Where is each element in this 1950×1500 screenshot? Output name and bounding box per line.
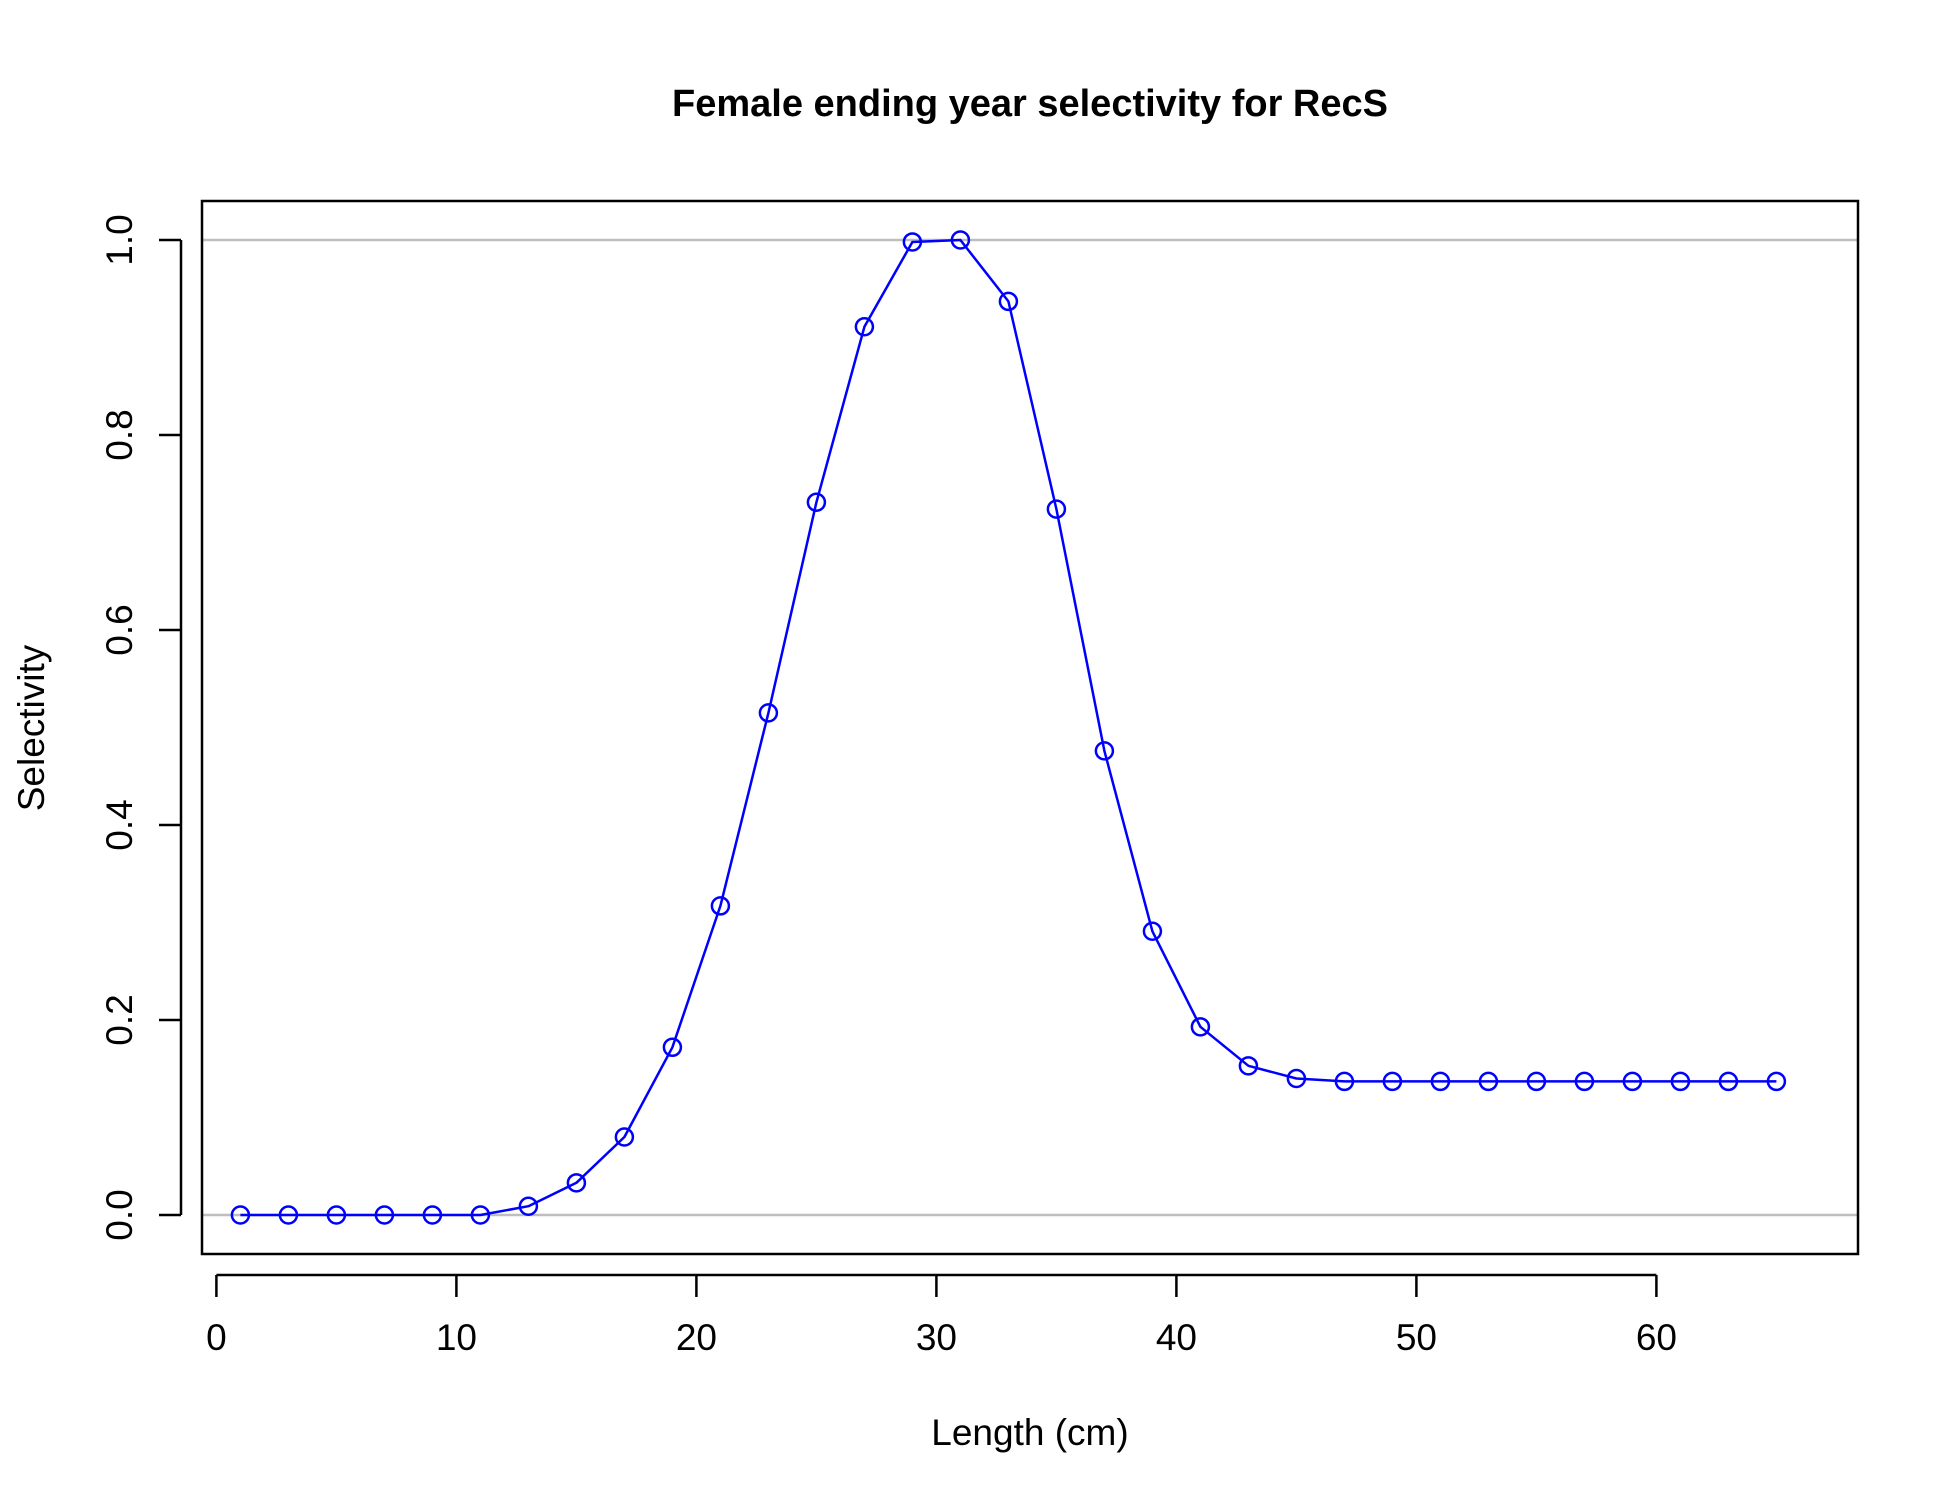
data-point — [662, 1037, 683, 1058]
y-axis-label: Selectivity — [11, 644, 52, 811]
series-line — [240, 238, 1777, 1217]
data-point — [1142, 921, 1163, 942]
data-point — [854, 317, 875, 337]
x-axis-label: Length (cm) — [931, 1412, 1128, 1453]
data-point — [230, 1205, 251, 1225]
data-point — [1238, 1056, 1259, 1076]
data-point — [566, 1173, 587, 1193]
data-point — [998, 291, 1019, 312]
data-point — [1334, 1071, 1355, 1092]
data-point — [1094, 741, 1115, 761]
y-tick-label: 0.8 — [99, 409, 140, 460]
data-point — [1286, 1068, 1307, 1089]
data-point — [422, 1205, 443, 1225]
x-tick-label: 50 — [1396, 1317, 1437, 1358]
data-point — [518, 1196, 539, 1216]
y-tick-label: 1.0 — [99, 214, 140, 265]
chart-title: Female ending year selectivity for RecS — [672, 83, 1388, 125]
y-tick-label: 0.0 — [99, 1189, 140, 1240]
x-tick-label: 10 — [436, 1317, 477, 1358]
data-point — [1718, 1071, 1739, 1092]
data-point — [1478, 1071, 1499, 1092]
data-point — [326, 1205, 347, 1225]
x-tick-label: 30 — [916, 1317, 957, 1358]
x-tick-label: 40 — [1156, 1317, 1197, 1358]
data-point — [1670, 1071, 1691, 1092]
data-point — [1046, 499, 1067, 519]
x-tick-label: 20 — [676, 1317, 717, 1358]
data-point — [902, 232, 923, 252]
data-point — [1766, 1071, 1787, 1092]
data-point — [806, 492, 827, 513]
x-axis: 0 10 20 30 40 50 60 — [206, 1273, 1677, 1358]
y-tick-label: 0.6 — [99, 604, 140, 655]
data-point — [1526, 1071, 1547, 1092]
data-point — [950, 230, 971, 250]
x-tick-label: 0 — [206, 1317, 227, 1358]
data-point — [1622, 1071, 1643, 1092]
series-layer — [230, 230, 1787, 1225]
data-point — [1382, 1071, 1403, 1092]
y-axis: 0.0 0.2 0.4 0.6 0.8 1.0 — [99, 214, 183, 1241]
data-point — [710, 896, 731, 916]
data-point — [374, 1205, 395, 1225]
x-tick-label: 60 — [1636, 1317, 1677, 1358]
y-tick-label: 0.4 — [99, 799, 140, 850]
data-point — [1190, 1017, 1211, 1037]
plot-frame — [200, 199, 1860, 1256]
data-point — [614, 1127, 635, 1147]
data-point — [470, 1205, 491, 1225]
data-point — [758, 703, 779, 723]
y-tick-label: 0.2 — [99, 994, 140, 1045]
data-point — [1574, 1071, 1595, 1092]
data-point — [278, 1205, 299, 1225]
data-point — [1430, 1071, 1451, 1092]
